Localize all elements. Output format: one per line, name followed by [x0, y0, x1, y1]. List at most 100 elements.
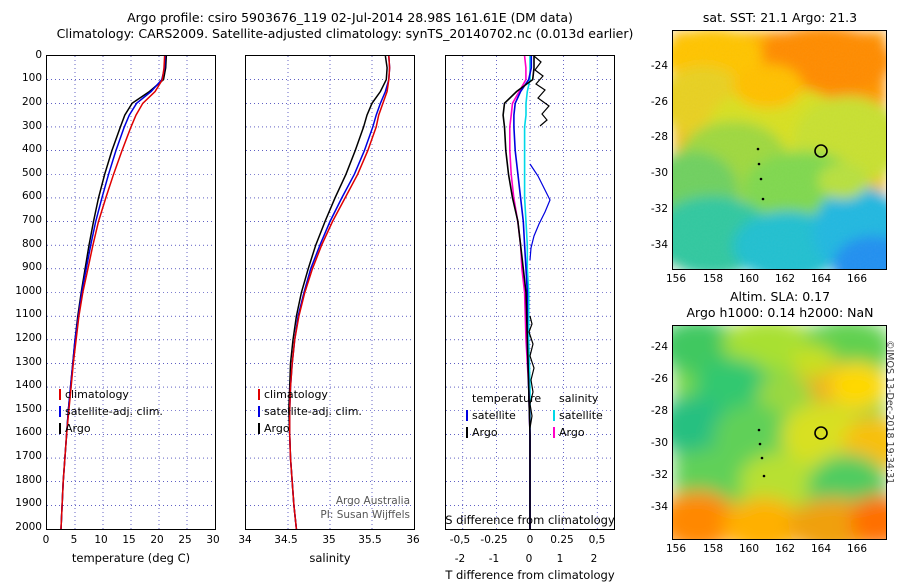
depth-tick-300: 300 — [21, 120, 42, 132]
temp-xtick-20: 20 — [150, 534, 164, 546]
diff-s-xtick-0: 0 — [526, 534, 534, 546]
sst-ytick--34: -34 — [650, 239, 668, 251]
sal-xtick-34: 34 — [238, 534, 252, 546]
depth-tick-400: 400 — [21, 143, 42, 155]
legend-label-satellite-adj: satellite-adj. clim. — [65, 405, 163, 418]
legend-label-argo: Argo — [65, 422, 91, 435]
sst-map — [672, 30, 887, 270]
temp-xtick-5: 5 — [70, 534, 78, 546]
salinity-legend: climatology satellite-adj. clim. Argo — [258, 388, 362, 435]
diff-s-xtick-0.25: 0.25 — [550, 534, 574, 546]
depth-tick-600: 600 — [21, 190, 42, 202]
salinity-plot — [246, 56, 414, 529]
legend-row-sal-argo: Argo — [553, 426, 603, 439]
sla-xtick-164: 164 — [810, 543, 832, 555]
sal-xtick-36: 36 — [406, 534, 420, 546]
legend-row-temp-satellite: satellite — [466, 409, 541, 422]
sla-xtick-160: 160 — [738, 543, 760, 555]
sla-ytick--32: -32 — [650, 469, 668, 481]
depth-tick-1200: 1200 — [15, 332, 42, 344]
depth-tick-2000: 2000 — [15, 521, 42, 533]
sst-ytick--24: -24 — [650, 60, 668, 72]
diff-s-xtick--0.5: -0,5 — [449, 534, 471, 546]
sla-xtick-162: 162 — [774, 543, 796, 555]
sst-xtick-160: 160 — [738, 273, 760, 285]
salinity-difference-axis-label: S difference from climatology — [445, 513, 615, 527]
legend-label-sal-argo: Argo — [559, 426, 585, 439]
sla-xtick-166: 166 — [846, 543, 868, 555]
attribution-line2: PI: Susan Wijffels — [320, 509, 410, 521]
depth-tick-1400: 1400 — [15, 379, 42, 391]
legend-row-argo: Argo — [59, 422, 163, 435]
depth-tick-1300: 1300 — [15, 356, 42, 368]
legend-label-satellite-adj-sal: satellite-adj. clim. — [264, 405, 362, 418]
legend-row-climatology-sal: climatology — [258, 388, 362, 401]
legend-label-salinity-header: salinity — [559, 392, 599, 405]
figure-title-line1: Argo profile: csiro 5903676_119 02-Jul-2… — [127, 10, 573, 25]
legend-label-climatology: climatology — [65, 388, 129, 401]
sla-map — [672, 325, 887, 540]
sla-xtick-156: 156 — [665, 543, 687, 555]
legend-row-argo-sal: Argo — [258, 422, 362, 435]
depth-tick-0: 0 — [35, 49, 42, 61]
sst-xtick-162: 162 — [774, 273, 796, 285]
depth-tick-1000: 1000 — [15, 285, 42, 297]
temperature-difference-axis-label: T difference from climatology — [445, 568, 615, 582]
sst-xtick-158: 158 — [702, 273, 724, 285]
figure-title-line2: Climatology: CARS2009. Satellite-adjuste… — [56, 26, 634, 41]
sal-xtick-35.5: 35.5 — [358, 534, 382, 546]
diff-t-xtick-2: 2 — [590, 553, 598, 565]
sst-xtick-166: 166 — [846, 273, 868, 285]
temp-xtick-25: 25 — [178, 534, 192, 546]
difference-plot — [446, 56, 614, 529]
sla-ytick--26: -26 — [650, 373, 668, 385]
sal-xtick-35: 35 — [322, 534, 336, 546]
sst-xtick-164: 164 — [810, 273, 832, 285]
attribution-line1: Argo Australia — [335, 495, 410, 507]
difference-panel — [445, 55, 615, 530]
argo-float-marker-sla — [814, 426, 828, 440]
sla-map-title-line1: Altim. SLA: 0.17 — [729, 289, 831, 304]
diff-t-xtick--2: -2 — [454, 553, 466, 565]
sla-ytick--24: -24 — [650, 341, 668, 353]
depth-tick-1100: 1100 — [15, 308, 42, 320]
depth-tick-1700: 1700 — [15, 450, 42, 462]
difference-legend-salinity: salinity satellite Argo — [553, 392, 603, 439]
depth-tick-1500: 1500 — [15, 403, 42, 415]
legend-label-argo-sal: Argo — [264, 422, 290, 435]
legend-swatch-satellite-adj-sal — [258, 406, 260, 417]
diff-t-xtick-0: 0 — [525, 553, 533, 565]
legend-swatch-satellite-adj — [59, 406, 61, 417]
sst-ytick--26: -26 — [650, 96, 668, 108]
legend-row-climatology: climatology — [59, 388, 163, 401]
legend-swatch-sal-argo — [553, 427, 555, 438]
legend-row-satellite-adj: satellite-adj. clim. — [59, 405, 163, 418]
temp-xtick-30: 30 — [206, 534, 220, 546]
depth-tick-100: 100 — [21, 72, 42, 84]
diff-s-xtick-0.5: 0,5 — [588, 534, 606, 546]
temperature-axis-label: temperature (deg C) — [71, 551, 191, 565]
sla-xtick-158: 158 — [702, 543, 724, 555]
sst-ytick--30: -30 — [650, 167, 668, 179]
sst-map-title: sat. SST: 21.1 Argo: 21.3 — [702, 10, 858, 25]
legend-label-temp-argo: Argo — [472, 426, 498, 439]
legend-label-climatology-sal: climatology — [264, 388, 328, 401]
salinity-axis-label: salinity — [309, 551, 351, 565]
legend-header-salinity: salinity — [559, 392, 603, 405]
depth-tick-200: 200 — [21, 96, 42, 108]
sst-map-field — [673, 31, 886, 269]
legend-header-temperature: temperature — [472, 392, 541, 405]
diff-s-xtick--0.25: -0.25 — [480, 534, 508, 546]
temperature-legend: climatology satellite-adj. clim. Argo — [59, 388, 163, 435]
sal-xtick-34.5: 34.5 — [274, 534, 298, 546]
argo-float-marker — [814, 144, 828, 158]
legend-swatch-sal-satellite — [553, 410, 555, 421]
sst-xtick-156: 156 — [665, 273, 687, 285]
temp-xtick-15: 15 — [122, 534, 136, 546]
legend-swatch-temp-satellite — [466, 410, 468, 421]
diff-t-xtick-1: 1 — [556, 553, 564, 565]
depth-tick-1800: 1800 — [15, 474, 42, 486]
depth-tick-800: 800 — [21, 238, 42, 250]
temperature-panel — [46, 55, 216, 530]
